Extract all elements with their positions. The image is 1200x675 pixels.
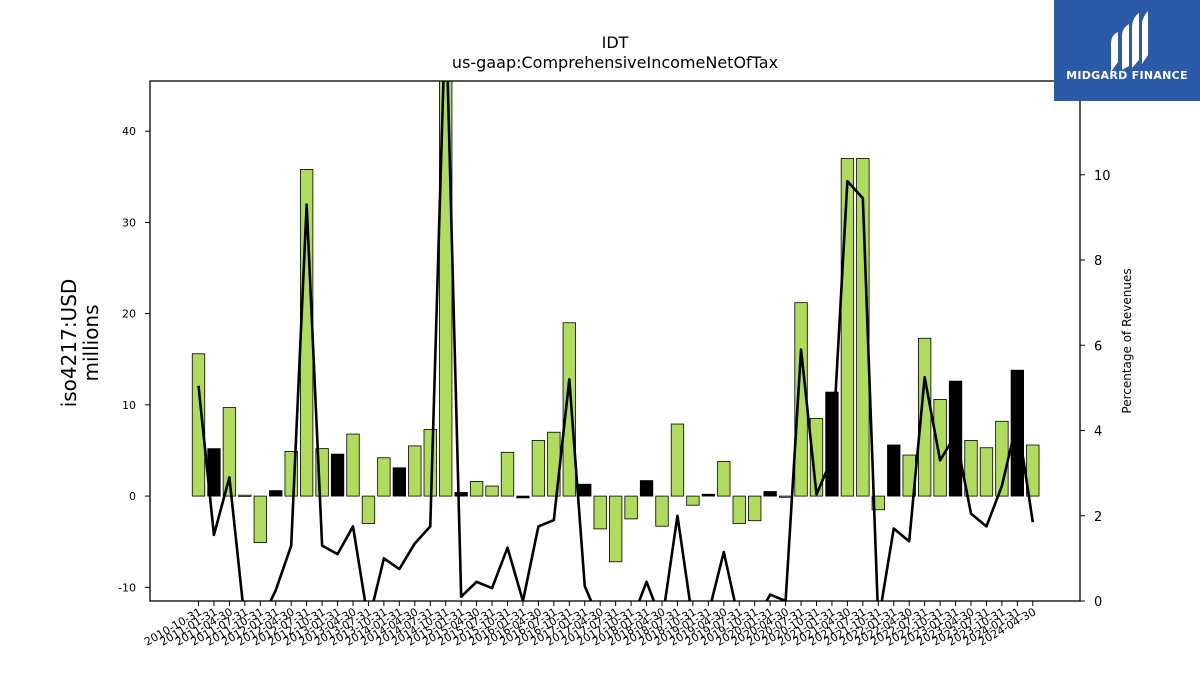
y-tick-label: -10 <box>118 581 136 594</box>
logo-mark-icon <box>1111 11 1148 72</box>
bar-2022-10-31 <box>933 398 947 497</box>
bar-2011-07-31 <box>238 494 252 497</box>
bar-2015-10-31 <box>500 451 515 497</box>
bar-2018-04-30 <box>655 495 669 527</box>
plot-frame <box>149 80 1081 602</box>
y2-tick-label: 0 <box>1094 595 1102 610</box>
y-tick-label: 0 <box>129 490 136 503</box>
bar-2017-04-30 <box>593 495 607 530</box>
bar-2022-01-31 <box>887 444 901 497</box>
percentage-line <box>197 81 1035 601</box>
bar-2024-01-31 <box>1010 369 1024 497</box>
bar-2015-07-31 <box>485 485 499 497</box>
bar-2014-04-30 <box>408 445 422 497</box>
bar-2019-07-31 <box>732 495 746 524</box>
chart-title: IDT <box>601 33 629 52</box>
bar-2019-01-31 <box>701 493 715 497</box>
chart-subtitle: us-gaap:ComprehensiveIncomeNetOfTax <box>451 53 779 72</box>
y-tick-label: 10 <box>122 399 136 412</box>
bar-2018-10-31 <box>686 495 700 506</box>
bar-2011-04-30 <box>222 407 237 497</box>
bar-2023-07-31 <box>979 447 994 497</box>
bars-group <box>191 81 1040 563</box>
y2-axis-label: Percentage of Revenues <box>1120 268 1134 413</box>
y-tick-label: 30 <box>122 216 136 229</box>
bar-2016-01-31 <box>516 495 530 499</box>
axes-group: -1001020304002468102010-10-312011-01-312… <box>57 125 1134 648</box>
y-tick-label: 40 <box>122 125 136 138</box>
bar-2013-04-30 <box>346 433 360 497</box>
bar-2017-10-31 <box>624 495 638 520</box>
bar-2010-10-31 <box>191 353 206 497</box>
y2-tick-label: 8 <box>1094 254 1102 269</box>
logo-text: MIDGARD FINANCE <box>1066 69 1188 82</box>
y2-tick-label: 6 <box>1094 339 1102 354</box>
bar-2014-01-31 <box>392 467 407 497</box>
bar-2020-04-30 <box>778 495 793 498</box>
bar-2016-04-30 <box>531 440 546 497</box>
y-tick-label: 20 <box>122 308 136 321</box>
y-axis-label: iso4217:USDmillions <box>57 279 103 408</box>
midgard-finance-logo: MIDGARD FINANCE <box>1054 0 1200 101</box>
bar-2015-04-30 <box>469 481 484 497</box>
bar-2016-10-31 <box>562 322 576 497</box>
bar-2021-04-30 <box>840 158 855 497</box>
bar-2021-07-31 <box>856 158 870 497</box>
bar-2013-01-31 <box>330 453 345 497</box>
bar-2017-07-31 <box>609 495 623 563</box>
bar-2018-07-31 <box>670 423 685 497</box>
bar-2024-04-30 <box>1026 444 1040 497</box>
y2-tick-label: 2 <box>1094 510 1102 525</box>
bar-2023-04-30 <box>964 440 978 497</box>
bar-2011-10-31 <box>253 495 267 544</box>
y2-tick-label: 10 <box>1094 169 1111 184</box>
bar-2019-04-30 <box>717 461 731 497</box>
y2-tick-label: 4 <box>1094 425 1102 440</box>
bar-2019-10-31 <box>748 495 762 522</box>
bar-2013-07-31 <box>361 495 376 524</box>
bar-2017-01-31 <box>578 483 592 497</box>
bar-2018-01-31 <box>639 480 654 497</box>
bar-2013-10-31 <box>377 457 391 497</box>
bar-2020-01-31 <box>763 491 777 497</box>
bar-2015-01-31 <box>454 492 468 497</box>
bar-2012-01-31 <box>269 490 283 497</box>
line-group <box>197 81 1035 601</box>
